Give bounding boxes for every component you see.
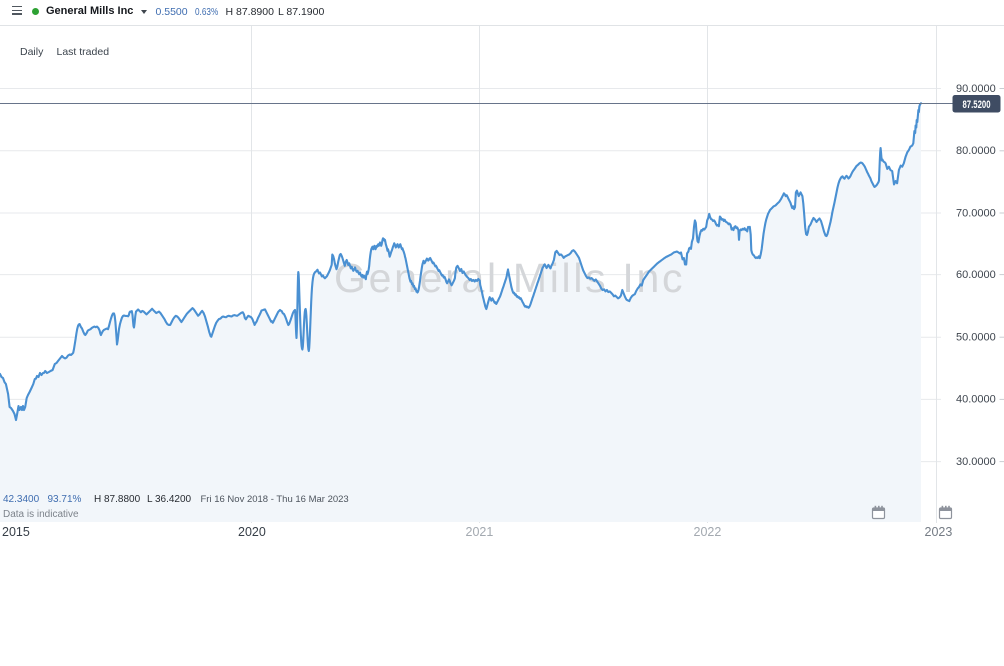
svg-text:60.0000: 60.0000 [956, 269, 996, 281]
svg-text:70.0000: 70.0000 [956, 207, 996, 219]
svg-text:30.0000: 30.0000 [956, 456, 996, 468]
svg-text:87.5200: 87.5200 [963, 99, 991, 111]
svg-text:50.0000: 50.0000 [956, 332, 996, 344]
svg-text:80.0000: 80.0000 [956, 145, 996, 157]
svg-text:40.0000: 40.0000 [956, 394, 996, 406]
svg-text:90.0000: 90.0000 [956, 83, 996, 95]
